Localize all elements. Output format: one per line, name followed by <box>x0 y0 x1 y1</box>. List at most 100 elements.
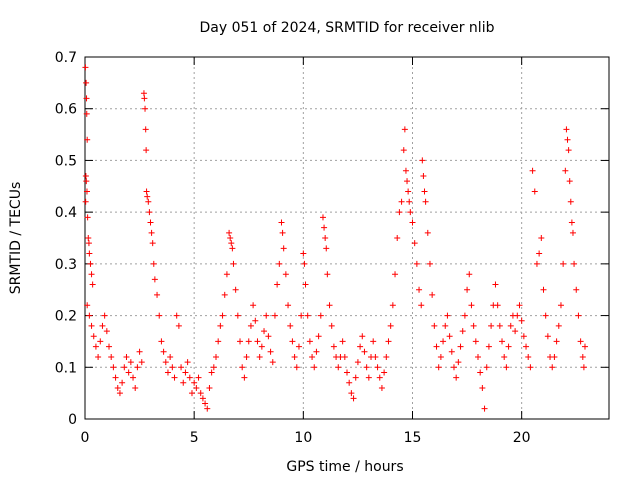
data-point <box>169 364 176 371</box>
data-point <box>455 359 462 366</box>
data-point <box>328 322 335 329</box>
data-point <box>464 286 471 293</box>
data-point <box>229 245 236 252</box>
data-point <box>435 364 442 371</box>
data-point <box>252 317 259 324</box>
chart-title: Day 051 of 2024, SRMTID for receiver nli… <box>200 20 495 36</box>
data-point <box>581 343 588 350</box>
data-point <box>567 198 574 205</box>
data-point <box>110 364 117 371</box>
data-point <box>88 322 95 329</box>
data-point <box>263 312 270 319</box>
data-point <box>404 178 411 185</box>
data-point <box>304 312 311 319</box>
x-tick-label: 20 <box>513 430 531 446</box>
data-point <box>143 147 150 154</box>
data-point <box>142 126 149 133</box>
data-point <box>293 364 300 371</box>
data-point <box>370 338 377 345</box>
data-point <box>250 302 257 309</box>
data-point <box>178 364 185 371</box>
data-point <box>247 322 254 329</box>
data-point <box>323 245 330 252</box>
data-point <box>144 193 151 200</box>
data-point <box>540 286 547 293</box>
data-point <box>565 147 572 154</box>
data-point <box>254 338 261 345</box>
data-point <box>97 338 104 345</box>
data-point <box>335 364 342 371</box>
y-tick-label: 0.2 <box>55 309 77 325</box>
data-point <box>258 343 265 350</box>
data-point <box>86 250 93 257</box>
data-point <box>195 374 202 381</box>
data-point <box>518 317 525 324</box>
data-point <box>89 281 96 288</box>
data-point <box>326 302 333 309</box>
data-point <box>125 369 132 376</box>
data-point <box>285 302 292 309</box>
data-point <box>186 374 193 381</box>
data-point <box>83 178 90 185</box>
data-point <box>413 260 420 267</box>
data-point <box>267 348 274 355</box>
data-point <box>271 312 278 319</box>
data-point <box>501 353 508 360</box>
data-point <box>215 338 222 345</box>
data-point <box>171 374 178 381</box>
data-point <box>536 250 543 257</box>
data-point <box>208 369 215 376</box>
data-point <box>84 302 91 309</box>
data-point <box>492 281 499 288</box>
data-point <box>402 167 409 174</box>
data-point <box>361 348 368 355</box>
data-point <box>448 348 455 355</box>
data-point <box>234 312 241 319</box>
data-point <box>400 147 407 154</box>
data-point <box>85 235 92 241</box>
data-point <box>433 343 440 350</box>
data-point <box>424 229 431 236</box>
data-point <box>376 374 383 381</box>
data-point <box>101 312 108 319</box>
data-point <box>568 219 575 226</box>
data-point <box>317 312 324 319</box>
data-point <box>319 214 326 221</box>
data-point <box>450 364 457 371</box>
data-point <box>197 390 204 397</box>
data-point <box>563 126 570 133</box>
data-point <box>132 384 139 391</box>
data-point <box>302 281 309 288</box>
data-point <box>383 353 390 360</box>
data-point <box>295 343 302 350</box>
data-point <box>372 353 379 360</box>
data-point <box>300 250 307 257</box>
data-point <box>114 384 121 391</box>
data-point <box>525 353 532 360</box>
data-point <box>514 312 521 319</box>
data-point <box>396 209 403 216</box>
data-point <box>488 322 495 329</box>
data-point <box>99 322 106 329</box>
data-point <box>298 312 305 319</box>
data-point <box>146 209 153 216</box>
data-point <box>140 90 147 97</box>
data-point <box>577 338 584 345</box>
data-point <box>221 291 228 298</box>
data-point <box>459 328 466 335</box>
data-point <box>151 276 158 283</box>
data-point <box>378 384 385 391</box>
data-point <box>562 167 569 174</box>
data-point <box>551 353 558 360</box>
data-point <box>481 405 488 412</box>
data-point <box>466 271 473 278</box>
data-point <box>485 343 492 350</box>
data-point <box>579 353 586 360</box>
data-point <box>531 188 538 195</box>
data-point <box>279 229 286 236</box>
data-point <box>219 312 226 319</box>
x-axis-label: GPS time / hours <box>286 459 403 475</box>
data-point <box>401 126 408 133</box>
data-point <box>553 338 560 345</box>
y-tick-label: 0.5 <box>55 153 77 169</box>
